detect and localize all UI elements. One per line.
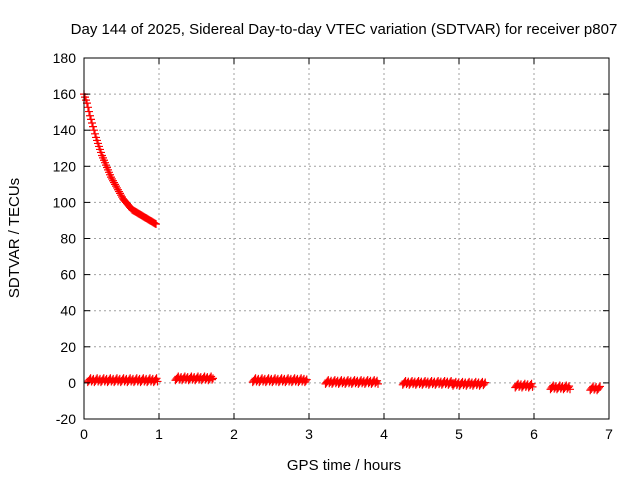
- near-zero-marker: [481, 378, 490, 387]
- y-tick-label: 60: [60, 267, 76, 283]
- y-tick-label: 80: [60, 231, 76, 247]
- near-zero-marker: [302, 375, 311, 384]
- arc-marker: [114, 185, 122, 194]
- near-zero-marker: [153, 377, 162, 386]
- arc-marker: [110, 178, 118, 187]
- near-zero-marker: [151, 375, 160, 384]
- arc-marker: [85, 107, 93, 116]
- arc-marker: [115, 187, 123, 196]
- x-tick-label: 2: [230, 426, 238, 442]
- grid: [84, 58, 609, 419]
- near-zero-marker: [301, 376, 310, 385]
- arc-marker: [87, 115, 95, 124]
- arc-marker: [116, 189, 124, 198]
- arc-marker: [152, 220, 160, 229]
- near-zero-marker: [566, 385, 574, 394]
- arc-marker: [108, 174, 116, 183]
- arc-marker: [109, 176, 117, 185]
- x-tick-label: 3: [305, 426, 313, 442]
- near-zero-marker: [595, 383, 604, 392]
- arc-marker: [107, 173, 115, 182]
- data-series: [80, 90, 604, 395]
- y-tick-label: 40: [60, 303, 76, 319]
- near-zero-marker: [374, 379, 382, 388]
- near-zero-marker: [564, 383, 573, 392]
- y-tick-label: 120: [53, 158, 77, 174]
- arc-marker: [151, 219, 159, 228]
- arc-marker: [89, 122, 97, 131]
- arc-marker: [111, 180, 119, 189]
- y-tick-label: 180: [53, 50, 77, 66]
- x-tick-label: 4: [380, 426, 388, 442]
- y-tick-label: -20: [56, 411, 76, 427]
- x-tick-label: 7: [605, 426, 613, 442]
- near-zero-marker: [209, 374, 217, 383]
- near-zero-marker: [528, 382, 537, 391]
- near-zero-marker: [480, 379, 489, 388]
- x-axis-label: GPS time / hours: [287, 457, 401, 474]
- y-axis-label: SDTVAR / TECUs: [6, 178, 23, 298]
- axis-ticks: [83, 57, 610, 420]
- x-tick-label: 1: [155, 426, 163, 442]
- arc-marker: [91, 129, 99, 138]
- arc-marker: [90, 126, 98, 135]
- arc-marker: [117, 191, 125, 200]
- near-zero-marker: [372, 377, 381, 386]
- near-zero-marker: [596, 382, 604, 391]
- chart-title: Day 144 of 2025, Sidereal Day-to-day VTE…: [71, 21, 618, 38]
- y-tick-label: 160: [53, 86, 77, 102]
- arc-marker: [112, 182, 120, 191]
- arc-marker: [86, 111, 94, 120]
- y-tick-label: 0: [68, 375, 76, 391]
- x-tick-label: 5: [455, 426, 463, 442]
- arc-marker: [150, 218, 158, 227]
- y-tick-label: 100: [53, 194, 77, 210]
- arc-marker: [88, 118, 96, 127]
- near-zero-marker: [208, 375, 217, 384]
- x-tick-label: 0: [80, 426, 88, 442]
- y-tick-label: 140: [53, 122, 77, 138]
- arc-marker: [84, 103, 92, 112]
- y-tick-label: 20: [60, 339, 76, 355]
- x-tick-label: 6: [530, 426, 538, 442]
- arc-marker: [113, 183, 121, 192]
- near-zero-marker: [526, 380, 535, 389]
